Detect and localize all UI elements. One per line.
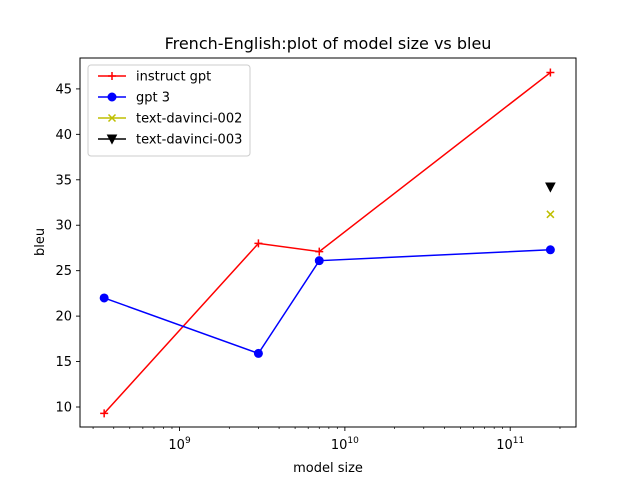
data-point-1-1 [253, 348, 263, 358]
data-point-2-0 [546, 210, 555, 219]
data-point-1-0 [99, 293, 109, 303]
x-tick-label-0: 109 [168, 436, 191, 453]
chart-title: French-English:plot of model size vs ble… [165, 34, 492, 53]
series-3 [545, 182, 556, 193]
y-tick-label-1: 15 [55, 355, 72, 370]
data-point-0-2 [315, 247, 324, 256]
legend-marker-2 [107, 113, 117, 123]
legend-label-2: text-davinci-002 [136, 112, 242, 127]
y-axis: 10 15 20 25 30 35 40 45 [55, 82, 80, 416]
y-tick-label-3: 25 [55, 264, 72, 279]
series-layer [99, 68, 556, 418]
series-line-1 [103, 249, 551, 355]
series-line-0 [103, 71, 551, 414]
legend-marker-3 [106, 134, 118, 145]
series-0 [100, 68, 555, 418]
data-point-1-3 [545, 245, 555, 255]
legend-frame [87, 64, 251, 157]
legend-entry-3: text-davinci-003 [98, 133, 242, 148]
y-tick-label-4: 30 [55, 219, 72, 234]
data-point-1-2 [314, 256, 324, 266]
axes-frame [79, 57, 577, 428]
x-tick-label-2: 1011 [496, 436, 524, 453]
y-tick-label-7: 45 [55, 82, 72, 97]
legend-entry-1: gpt 3 [98, 91, 170, 106]
x-tick-label-1: 1010 [331, 436, 359, 453]
legend-label-1: gpt 3 [136, 91, 170, 106]
series-2 [546, 210, 555, 219]
series-1 [99, 245, 555, 358]
y-tick-label-6: 40 [55, 128, 72, 143]
data-point-0-1 [254, 239, 263, 248]
x-axis: 109 1010 1011 [92, 427, 561, 453]
data-point-0-0 [100, 409, 109, 418]
y-tick-label-0: 10 [55, 401, 72, 416]
plot-area: 109 1010 1011 10 15 20 25 30 35 40 45 [55, 57, 577, 453]
legend-label-0: instruct gpt [136, 70, 211, 85]
y-axis-label: bleu [33, 228, 48, 256]
legend: instruct gpt gpt 3 text-davinci-002 text-da… [87, 64, 251, 157]
legend-label-3: text-davinci-003 [136, 133, 242, 148]
legend-entry-0: instruct gpt [98, 70, 211, 85]
legend-marker-1 [107, 92, 117, 102]
data-point-3-0 [545, 182, 556, 193]
legend-marker-0 [108, 72, 116, 80]
y-tick-label-2: 20 [55, 310, 72, 325]
data-point-0-3 [546, 68, 555, 77]
legend-entry-2: text-davinci-002 [98, 112, 242, 127]
y-tick-label-5: 35 [55, 173, 72, 188]
x-axis-label: model size [293, 461, 363, 476]
